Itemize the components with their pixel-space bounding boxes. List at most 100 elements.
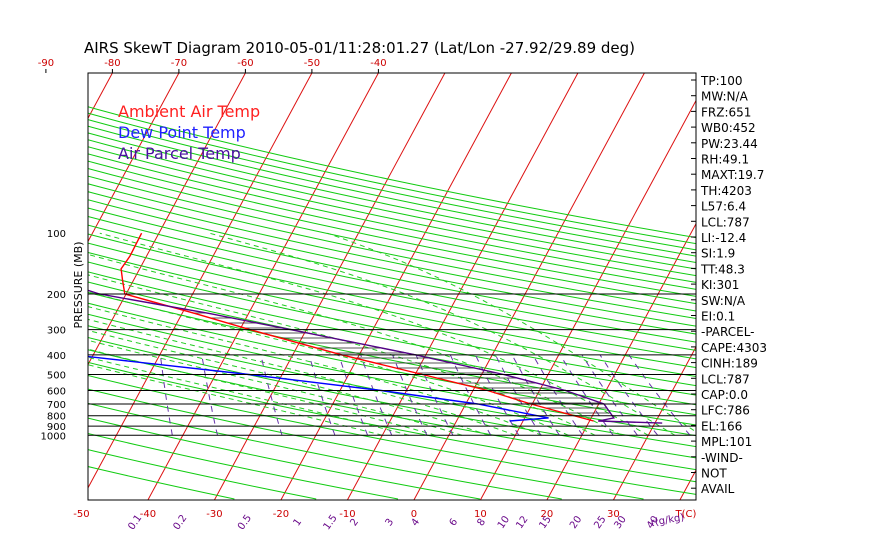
dry-adiabat xyxy=(88,119,696,251)
index-label: MAXT:19.7 xyxy=(701,168,764,182)
pressure-tick-label: 500 xyxy=(47,371,66,382)
isotherm-line xyxy=(346,73,579,500)
index-label: EL:166 xyxy=(701,419,742,433)
moist-adiabat xyxy=(88,339,463,436)
index-label: KI:301 xyxy=(701,278,739,292)
isotherm-line xyxy=(213,73,446,500)
pressure-tick-label: 900 xyxy=(47,422,66,433)
moist-adiabat xyxy=(88,253,622,436)
dry-adiabat xyxy=(88,361,696,483)
moist-adiabat xyxy=(88,348,436,436)
mixing-ratio-tick-label: 0.5 xyxy=(236,513,254,532)
pressure-tick-label: 100 xyxy=(47,229,66,240)
top-temp-tick-label: -70 xyxy=(171,58,187,69)
pressure-tick-label: 700 xyxy=(47,400,66,411)
mixing-ratio-tick-label: 0.2 xyxy=(171,513,189,532)
dry-adiabat xyxy=(88,183,696,312)
mixing-ratio-tick-label: 1 xyxy=(292,517,305,529)
index-label: MW:N/A xyxy=(701,90,749,104)
moist-adiabat xyxy=(209,232,676,436)
series-line xyxy=(88,355,549,422)
index-label: EI:0.1 xyxy=(701,310,735,324)
bottom-temp-tick-label: -10 xyxy=(339,509,355,520)
index-label: MPL:101 xyxy=(701,435,752,449)
index-label: L57:6.4 xyxy=(701,200,746,214)
dry-adiabat xyxy=(88,325,696,448)
dry-adiabat xyxy=(88,271,696,396)
legend-entry: Ambient Air Temp xyxy=(118,102,260,121)
mixing-ratio-tick-label: 2 xyxy=(348,517,361,529)
index-label: RH:49.1 xyxy=(701,153,749,167)
moist-adiabat xyxy=(327,232,696,433)
mixing-ratio-tick-label: 12 xyxy=(514,514,530,531)
cape-hatching xyxy=(175,307,611,414)
isotherm-line xyxy=(546,222,696,500)
pressure-tick-label: 600 xyxy=(47,387,66,398)
bottom-temp-tick-label: -40 xyxy=(140,509,156,520)
dry-adiabat xyxy=(88,106,696,239)
plot-frame xyxy=(87,72,697,501)
series-line xyxy=(120,232,594,422)
legend-entry: Air Parcel Temp xyxy=(118,144,241,163)
bottom-temp-unit: T(C) xyxy=(675,509,697,520)
index-label: TH:4203 xyxy=(700,184,752,198)
index-label: NOT xyxy=(701,467,727,481)
dry-adiabat xyxy=(88,112,696,245)
bottom-temp-tick-label: 20 xyxy=(541,509,554,520)
pressure-tick-label: 200 xyxy=(47,290,66,301)
moist-adiabat xyxy=(88,356,410,436)
index-label: FRZ:651 xyxy=(701,105,751,119)
isotherm-line xyxy=(746,73,870,500)
isotherm-line xyxy=(147,73,379,500)
index-label: LI:-12.4 xyxy=(701,231,746,245)
isotherm-line xyxy=(88,73,180,243)
bottom-temp-tick-label: -20 xyxy=(273,509,289,520)
dry-adiabat xyxy=(88,207,696,335)
moist-adiabat xyxy=(99,232,649,436)
dry-adiabat xyxy=(88,139,696,270)
chart-title: AIRS SkewT Diagram 2010-05-01/11:28:01.2… xyxy=(84,39,635,57)
top-temp-tick-label: -80 xyxy=(104,58,120,69)
isotherm-line xyxy=(280,73,512,500)
index-label: CAPE:4303 xyxy=(701,341,767,355)
mixing-ratio-tick-label: 20 xyxy=(568,514,584,531)
y-axis-label: PRESSURE (MB) xyxy=(72,242,85,329)
index-label: LCL:787 xyxy=(701,372,750,386)
dry-adiabat xyxy=(88,261,696,387)
dry-adiabat xyxy=(88,167,696,297)
pressure-tick-label: 1000 xyxy=(41,431,66,442)
mixing-ratio-tick-label: 3 xyxy=(384,517,397,529)
dry-adiabat xyxy=(88,337,696,459)
top-temp-tick-label: -50 xyxy=(304,58,320,69)
dry-adiabat xyxy=(88,215,696,343)
isobars xyxy=(88,293,696,436)
mixing-ratio-line xyxy=(581,354,638,436)
mixing-ratio-line xyxy=(474,354,520,436)
mixing-ratio-unit: r(g/kg) xyxy=(650,512,685,529)
pressure-tick-label: 300 xyxy=(47,326,66,337)
bottom-temp-tick-label: 0 xyxy=(411,509,417,520)
index-label: CINH:189 xyxy=(701,357,758,371)
dry-adiabat xyxy=(88,160,696,290)
legend: Ambient Air Temp Dew Point Temp Air Parcel… xyxy=(118,102,260,163)
index-label: CAP:0.0 xyxy=(701,388,748,402)
dry-adiabat xyxy=(88,132,696,263)
dry-adiabat xyxy=(88,251,696,377)
bottom-temp-tick-label: -50 xyxy=(73,509,89,520)
top-temp-tick-label: -90 xyxy=(38,58,54,69)
moist-adiabat xyxy=(88,329,489,436)
mixing-ratio-tick-label: 8 xyxy=(475,517,488,529)
index-label: TT:48.3 xyxy=(700,262,745,276)
isotherm-line xyxy=(413,73,645,500)
dry-adiabat xyxy=(88,313,696,437)
top-temp-tick-label: -60 xyxy=(237,58,253,69)
index-label: SW:N/A xyxy=(701,294,746,308)
dry-adiabat xyxy=(88,199,696,327)
moist-adiabat xyxy=(88,364,383,436)
bottom-temp-tick-label: 30 xyxy=(607,509,620,520)
dry-adiabat xyxy=(88,191,696,320)
index-label: AVAIL xyxy=(701,482,735,496)
index-label: PW:23.44 xyxy=(701,137,758,151)
pressure-tick-label: 800 xyxy=(47,412,66,423)
